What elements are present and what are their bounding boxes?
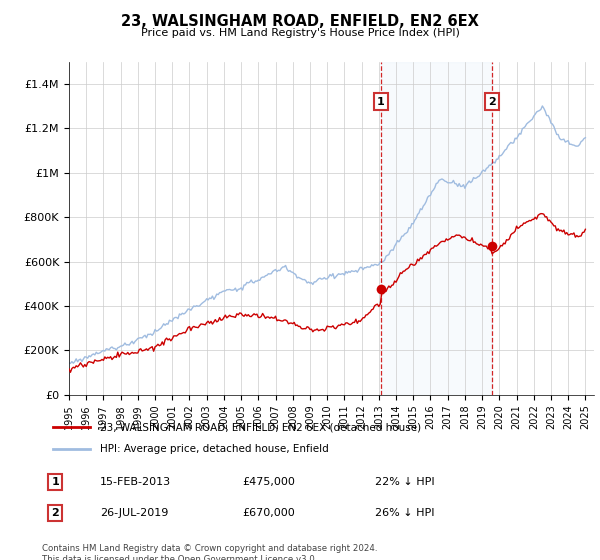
Text: 15-FEB-2013: 15-FEB-2013 bbox=[100, 477, 171, 487]
Text: £475,000: £475,000 bbox=[242, 477, 296, 487]
Text: 26% ↓ HPI: 26% ↓ HPI bbox=[374, 508, 434, 517]
Bar bbox=[381, 62, 492, 395]
Text: 23, WALSINGHAM ROAD, ENFIELD, EN2 6EX: 23, WALSINGHAM ROAD, ENFIELD, EN2 6EX bbox=[121, 14, 479, 29]
Text: £670,000: £670,000 bbox=[242, 508, 295, 517]
Text: 1: 1 bbox=[52, 477, 59, 487]
Text: 22% ↓ HPI: 22% ↓ HPI bbox=[374, 477, 434, 487]
Text: 2: 2 bbox=[488, 96, 496, 106]
Text: HPI: Average price, detached house, Enfield: HPI: Average price, detached house, Enfi… bbox=[100, 444, 329, 454]
Text: 23, WALSINGHAM ROAD, ENFIELD, EN2 6EX (detached house): 23, WALSINGHAM ROAD, ENFIELD, EN2 6EX (d… bbox=[100, 422, 421, 432]
Text: 2: 2 bbox=[52, 508, 59, 517]
Text: Price paid vs. HM Land Registry's House Price Index (HPI): Price paid vs. HM Land Registry's House … bbox=[140, 28, 460, 38]
Text: 1: 1 bbox=[377, 96, 385, 106]
Text: Contains HM Land Registry data © Crown copyright and database right 2024.
This d: Contains HM Land Registry data © Crown c… bbox=[42, 544, 377, 560]
Text: 26-JUL-2019: 26-JUL-2019 bbox=[100, 508, 169, 517]
